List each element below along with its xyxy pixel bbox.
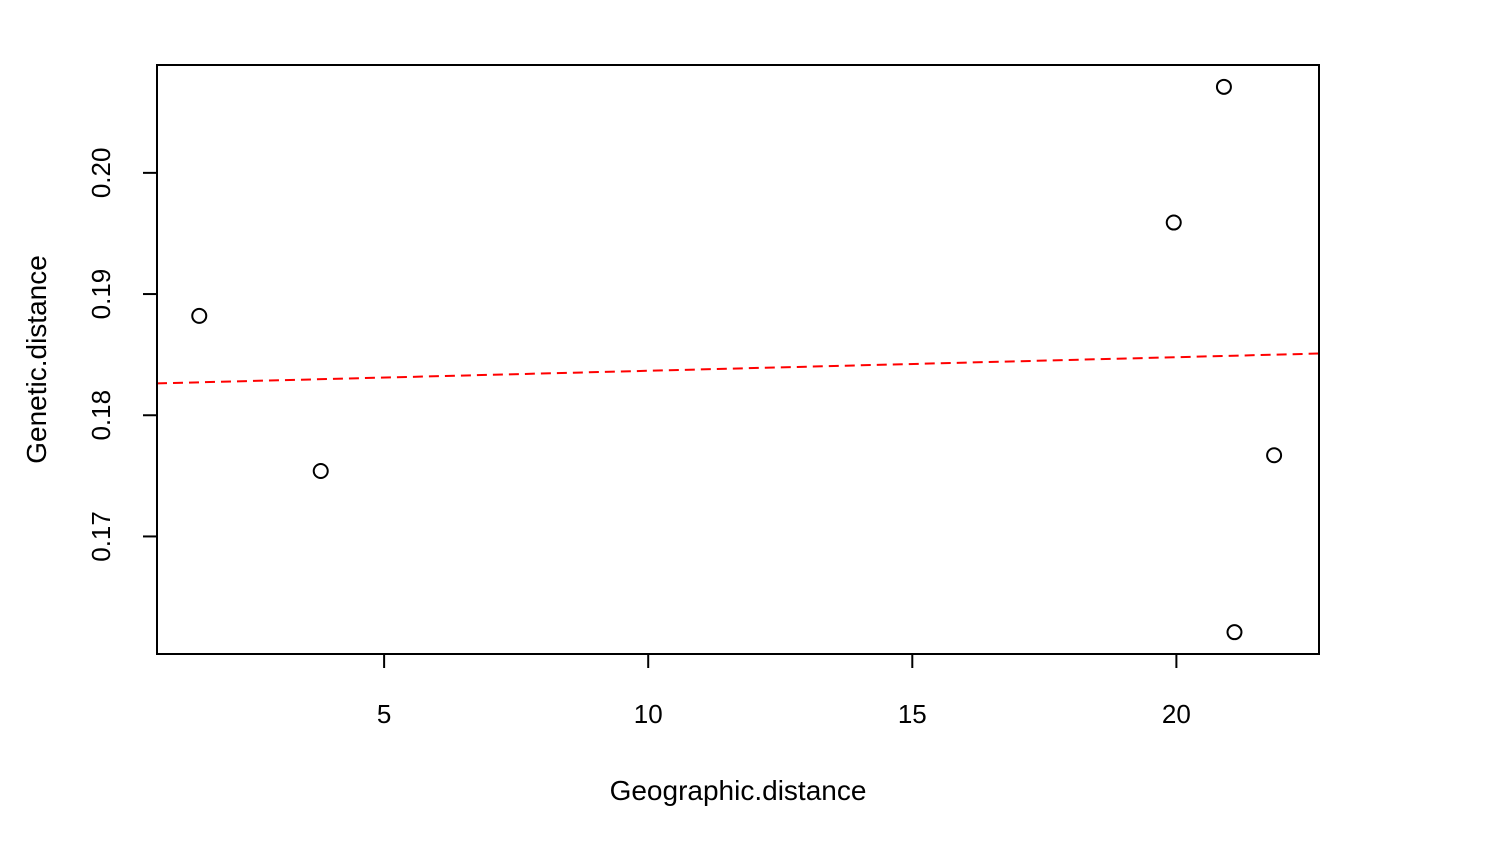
data-point — [312, 462, 329, 479]
x-axis: 5 10 15 20 — [377, 654, 1191, 729]
data-point — [1226, 624, 1243, 641]
y-tick-label: 0.20 — [86, 148, 116, 199]
x-tick-label: 10 — [634, 699, 663, 729]
plot-area — [156, 78, 1320, 641]
y-axis-title: Genetic.distance — [21, 255, 52, 464]
x-tick-label: 20 — [1162, 699, 1191, 729]
x-axis-title: Geographic.distance — [610, 775, 867, 806]
y-tick-label: 0.18 — [86, 390, 116, 441]
y-tick-label: 0.19 — [86, 269, 116, 320]
data-point — [1215, 78, 1232, 95]
x-tick-label: 15 — [898, 699, 927, 729]
points-layer — [191, 78, 1283, 641]
regression-line — [156, 352, 1320, 385]
plot-frame — [156, 64, 1320, 655]
x-tick-label: 5 — [377, 699, 391, 729]
y-axis: 0.17 0.18 0.19 0.20 — [86, 148, 157, 562]
y-tick-label: 0.17 — [86, 511, 116, 562]
data-point — [1266, 447, 1283, 464]
data-point — [1165, 214, 1182, 231]
data-point — [191, 307, 208, 324]
